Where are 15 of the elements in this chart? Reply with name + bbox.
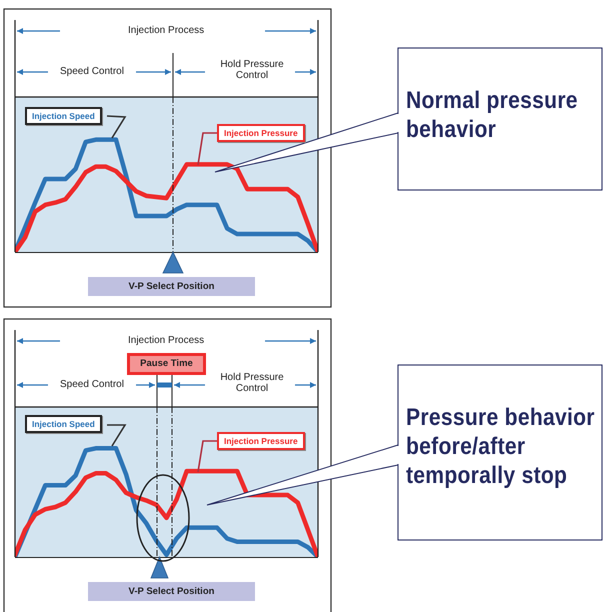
text: Injection Pressure (217, 432, 305, 450)
text: Injection Speed (25, 107, 102, 125)
text: V-P Select Position (88, 277, 255, 296)
text: Speed Control (57, 66, 127, 77)
text: Injection Pressure (217, 124, 305, 142)
text: Injection Process (125, 335, 208, 346)
text: Pause Time (127, 353, 206, 375)
text: Injection Process (125, 25, 208, 36)
text: Pressure behavior before/after temporally stop (406, 403, 596, 490)
text: Normal pressure behavior (406, 86, 579, 144)
text: Injection Speed (25, 415, 102, 433)
text: Speed Control (57, 379, 127, 390)
text: Hold Pressure Control (209, 59, 295, 81)
text: V-P Select Position (88, 582, 255, 601)
text: Hold Pressure Control (209, 372, 295, 394)
